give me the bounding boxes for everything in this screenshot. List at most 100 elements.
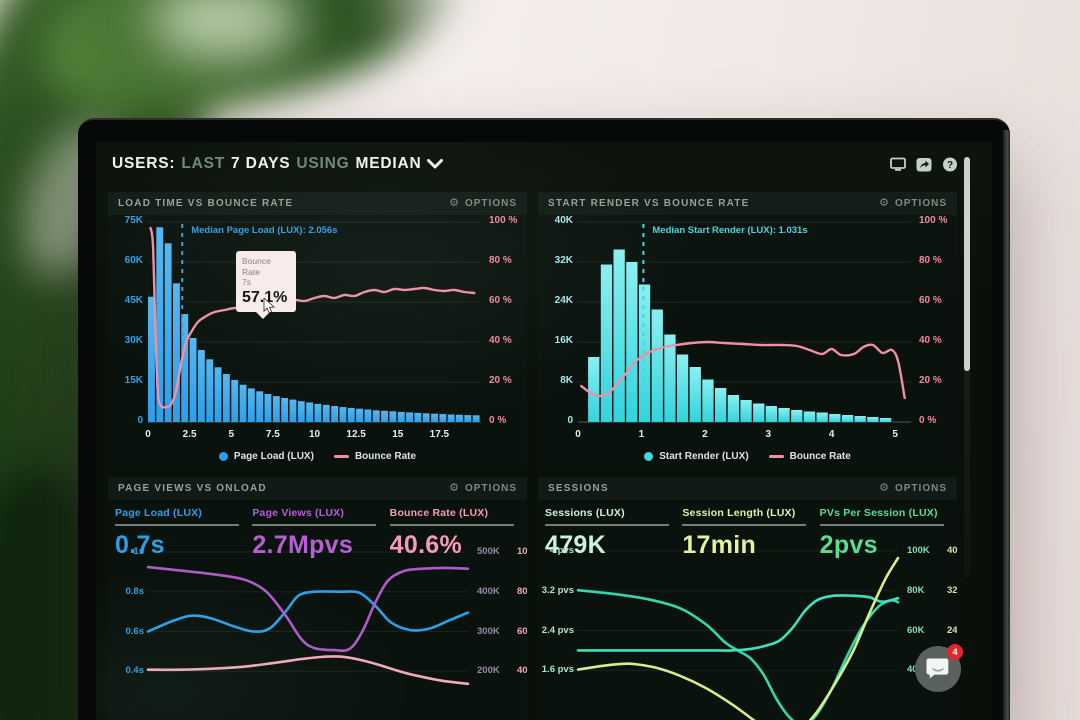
y2-axis-tick: 20 % xyxy=(919,375,942,386)
options-label: OPTIONS xyxy=(894,198,947,209)
y-axis-tick: 15K xyxy=(124,375,143,386)
title-users: USERS: xyxy=(112,155,176,172)
y3-axis-tick: 80% xyxy=(517,585,527,597)
page-views-chart: 1s 500K 100% 0.8s 400K 80% 0.6s 300K 60% 0.4s 200K… xyxy=(108,545,527,720)
panel-load-time-vs-bounce-rate: LOAD TIME VS BOUNCE RATE ⚙ OPTIONS Bounc… xyxy=(108,192,527,467)
tooltip-x-value: 7s xyxy=(242,277,251,288)
dashboard-title-dropdown[interactable]: USERS: LAST 7 DAYS USING MEDIAN xyxy=(112,155,444,173)
scrollbar-thumb[interactable] xyxy=(964,157,970,371)
stat-bounce-rate: Bounce Rate (LUX) 40.6% xyxy=(389,507,527,559)
title-days: 7 DAYS xyxy=(231,155,291,172)
panel-sessions: SESSIONS ⚙ OPTIONS Sessions (LUX) 479K xyxy=(538,477,957,720)
legend-page-load[interactable]: Page Load (LUX) xyxy=(218,451,314,462)
legend-line xyxy=(768,455,784,458)
legend-start-render[interactable]: Start Render (LUX) xyxy=(644,451,749,462)
y2-axis-tick: 40 % xyxy=(489,335,512,346)
y2-axis-tick: 60 % xyxy=(489,295,512,306)
panel-title: LOAD TIME VS BOUNCE RATE xyxy=(118,198,294,209)
y2-axis-tick: 100K xyxy=(907,544,930,556)
y2-axis-tick: 20 % xyxy=(489,375,512,386)
stat-underline xyxy=(682,524,807,526)
gear-icon: ⚙ xyxy=(879,197,890,209)
gear-icon: ⚙ xyxy=(449,482,460,494)
options-button[interactable]: ⚙ OPTIONS xyxy=(449,482,517,495)
y2-axis-tick: 500K xyxy=(477,545,500,557)
stats-row: Sessions (LUX) 479K Session Length (LUX)… xyxy=(538,500,957,559)
dashboard-screen: USERS: LAST 7 DAYS USING MEDIAN xyxy=(96,142,992,720)
y-axis-tick: 40K xyxy=(554,215,573,226)
y-axis-tick: 45K xyxy=(124,295,143,306)
laptop-edge xyxy=(1003,130,1010,720)
y-axis-tick: 32K xyxy=(554,255,573,266)
x-axis-tick: 10 xyxy=(308,429,321,440)
stat-session-length: Session Length (LUX) 17min xyxy=(682,507,819,559)
y-axis-tick: 0 xyxy=(137,415,143,426)
y-axis-tick: 75K xyxy=(124,215,143,226)
monitor-icon[interactable] xyxy=(890,157,906,172)
x-axis-tick: 5 xyxy=(892,429,898,440)
stat-underline xyxy=(819,524,944,526)
stat-underline xyxy=(115,524,239,526)
chat-widget-button[interactable]: 4 xyxy=(915,644,963,692)
stat-underline xyxy=(389,524,514,526)
chevron-down-icon xyxy=(427,159,444,169)
y2-axis-tick: 300K xyxy=(477,625,500,637)
panel-title: PAGE VIEWS VS ONLOAD xyxy=(118,483,267,494)
y2-axis-tick: 60K xyxy=(907,624,925,636)
load-time-chart: Bounce Rate 7s 57.1% 75K 100 % 60K 80 % 45K 6… xyxy=(108,215,527,450)
chart-canvas xyxy=(576,550,900,720)
chart-canvas xyxy=(578,221,911,423)
y-axis-tick: 8K xyxy=(560,375,573,386)
stat-page-load: Page Load (LUX) 0.7s xyxy=(115,507,252,559)
gear-icon: ⚙ xyxy=(879,482,890,494)
legend-bounce-rate[interactable]: Bounce Rate xyxy=(333,451,416,462)
options-label: OPTIONS xyxy=(464,198,517,209)
sessions-chart: 4 pvs 100K 40 min 3.2 pvs 80K 32 min 2.4 pvs 60… xyxy=(538,544,957,720)
y-axis-tick: 0.8s xyxy=(125,585,145,597)
options-label: OPTIONS xyxy=(894,483,947,494)
y3-axis-tick: 40 min xyxy=(947,544,957,556)
y3-axis-tick: 60% xyxy=(517,625,527,637)
stat-page-views: Page Views (LUX) 2.7Mpvs xyxy=(252,507,389,559)
chart-canvas xyxy=(146,551,470,686)
y-axis-tick: 3.2 pvs xyxy=(541,584,574,596)
help-icon[interactable]: ? xyxy=(942,157,958,172)
y3-axis-tick: 32 min xyxy=(947,584,957,596)
y-axis-tick: 0 xyxy=(567,415,573,426)
y2-axis-tick: 80 % xyxy=(489,255,512,266)
options-button[interactable]: ⚙ OPTIONS xyxy=(879,482,947,495)
x-axis-tick: 3 xyxy=(765,429,772,440)
y2-axis-tick: 400K xyxy=(477,585,500,597)
x-axis-tick: 12.5 xyxy=(346,429,366,440)
x-axis-tick: 7.5 xyxy=(265,429,280,440)
panel-page-views-vs-onload: PAGE VIEWS VS ONLOAD ⚙ OPTIONS Page Load… xyxy=(108,477,527,720)
x-axis-tick: 4 xyxy=(828,429,835,440)
legend-dot xyxy=(644,452,654,461)
y-axis-tick: 1s xyxy=(133,545,144,557)
chart-canvas xyxy=(148,221,481,423)
x-axis-tick: 15 xyxy=(392,429,404,440)
y-axis-tick: 4 pvs xyxy=(549,544,574,556)
laptop: USERS: LAST 7 DAYS USING MEDIAN xyxy=(78,118,1010,720)
chart-legend: Page Load (LUX) Bounce Rate xyxy=(108,451,527,462)
y-axis-tick: 24K xyxy=(554,295,573,306)
options-button[interactable]: ⚙ OPTIONS xyxy=(879,197,947,210)
gear-icon: ⚙ xyxy=(449,197,460,209)
y2-axis-tick: 100 % xyxy=(489,215,518,226)
x-axis-tick: 2 xyxy=(702,429,708,440)
notification-badge: 4 xyxy=(947,644,963,660)
share-arrow-icon[interactable] xyxy=(916,157,932,172)
panel-start-render-vs-bounce-rate: START RENDER VS BOUNCE RATE ⚙ OPTIONS 40… xyxy=(538,192,957,467)
chat-bubble-icon xyxy=(926,658,949,679)
options-button[interactable]: ⚙ OPTIONS xyxy=(449,197,517,210)
y3-axis-tick: 24 min xyxy=(947,624,957,636)
y2-axis-tick: 100 % xyxy=(919,215,948,226)
x-axis-tick: 2.5 xyxy=(182,429,197,440)
x-axis-tick: 17.5 xyxy=(429,429,450,440)
panel-title: START RENDER VS BOUNCE RATE xyxy=(548,198,750,209)
y2-axis-tick: 80K xyxy=(907,584,925,596)
legend-bounce-rate[interactable]: Bounce Rate xyxy=(768,451,851,462)
y2-axis-tick: 40 % xyxy=(919,335,942,346)
y3-axis-tick: 100% xyxy=(517,545,527,557)
